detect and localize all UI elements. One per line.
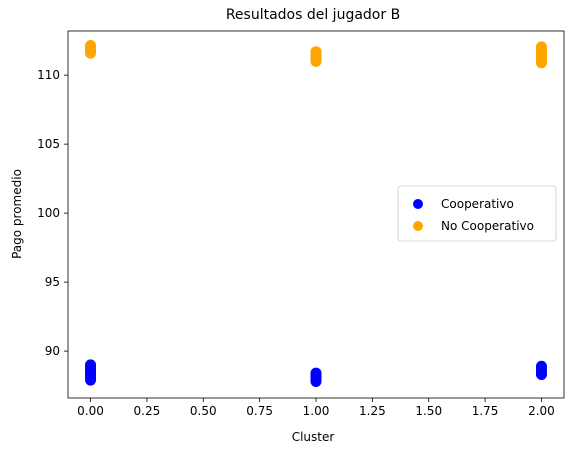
points-layer [85, 39, 547, 387]
x-tick-label: 0.50 [190, 404, 217, 418]
x-tick-label: 1.75 [472, 404, 499, 418]
y-tick-label: 105 [37, 137, 60, 151]
x-tick-label: 1.00 [303, 404, 330, 418]
point-s1-4 [85, 39, 97, 51]
legend-label-no-cooperativo: No Cooperativo [441, 219, 534, 233]
point-s0-13 [310, 367, 322, 379]
point-s0-8 [85, 359, 97, 371]
x-axis: 0.00 0.25 0.50 0.75 1.00 1.25 1.50 1.75 2.00 [77, 398, 555, 418]
point-s0-18 [535, 360, 547, 372]
legend-marker-no-cooperativo [413, 221, 423, 231]
legend-label-cooperativo: Cooperativo [441, 197, 514, 211]
y-tick-label: 110 [37, 68, 60, 82]
x-tick-label: 1.50 [415, 404, 442, 418]
x-tick-label: 0.25 [134, 404, 161, 418]
x-tick-label: 0.75 [246, 404, 273, 418]
legend: Cooperativo No Cooperativo [397, 185, 557, 242]
x-tick-label: 1.25 [359, 404, 386, 418]
legend-box [397, 185, 557, 242]
y-tick-label: 100 [37, 206, 60, 220]
y-tick-label: 95 [45, 275, 60, 289]
legend-marker-cooperativo [413, 199, 423, 209]
point-s1-10 [310, 46, 322, 58]
y-tick-label: 90 [45, 344, 60, 358]
x-tick-label: 0.00 [77, 404, 104, 418]
y-axis-label: Pago promedio [10, 169, 24, 259]
y-axis: 90 95 100 105 110 [37, 68, 68, 358]
x-axis-label: Cluster [292, 430, 335, 444]
point-s1-19 [535, 41, 547, 53]
chart-title: Resultados del jugador B [226, 7, 400, 23]
x-tick-label: 2.00 [528, 404, 555, 418]
